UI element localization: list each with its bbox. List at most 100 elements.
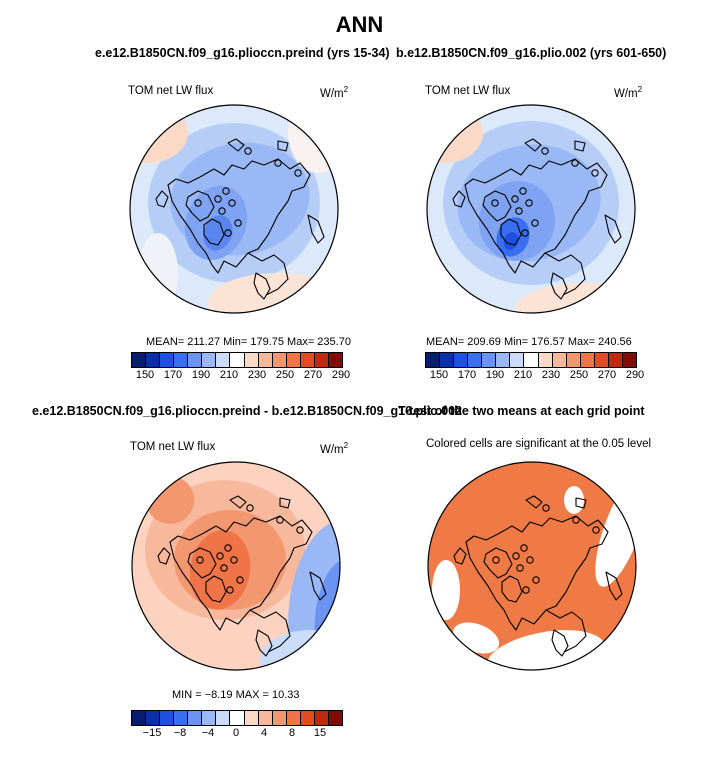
coastline — [605, 571, 623, 601]
coastline — [496, 158, 608, 202]
colorbar-swatch — [146, 353, 161, 367]
colorbar-swatch — [146, 711, 161, 725]
coastline-island — [511, 195, 519, 203]
colorbar-swatch — [314, 353, 329, 367]
coastline-island — [526, 556, 534, 564]
colorbar-swatch — [482, 353, 497, 367]
panel1-title: e.e12.B1850CN.f09_g16.plioccn.preind (yr… — [95, 46, 390, 60]
colorbar-tick-label: 150 — [135, 369, 155, 381]
colorbar-tick-label: −8 — [173, 727, 187, 739]
coastline — [249, 609, 291, 653]
coastline — [169, 533, 291, 631]
colorbar-swatch — [286, 353, 301, 367]
coastline — [247, 252, 289, 296]
colorbar-swatch — [454, 353, 469, 367]
coastline — [575, 497, 587, 509]
colorbar-swatch — [272, 711, 287, 725]
coastline-island — [216, 552, 224, 560]
colorbar-swatch — [552, 353, 567, 367]
colorbar-swatch — [174, 353, 189, 367]
colorbar-swatch — [160, 711, 175, 725]
coastline-island — [520, 544, 528, 552]
colorbar-swatch — [524, 353, 539, 367]
coastline-island — [521, 229, 529, 237]
colorbar-swatch — [216, 353, 231, 367]
coastline — [545, 609, 587, 653]
coastline-island — [519, 187, 527, 195]
panel1-field-label: TOM net LW flux — [128, 85, 214, 97]
coastline — [604, 214, 622, 244]
coastline-island — [226, 586, 234, 594]
coastline-island — [236, 576, 244, 584]
coastline-island — [220, 564, 228, 572]
colorbar-swatch — [440, 353, 455, 367]
colorbar-swatch — [300, 353, 315, 367]
panel1-colorbar — [131, 352, 343, 368]
colorbar-swatch — [202, 353, 217, 367]
panel2-map — [426, 104, 636, 314]
coastline-island — [244, 147, 252, 155]
coastline — [452, 190, 466, 208]
colorbar-swatch — [202, 711, 217, 725]
colorbar-tick-label: 250 — [569, 369, 589, 381]
coastline — [229, 495, 247, 509]
coastline — [465, 533, 587, 631]
field-region — [203, 215, 233, 251]
colorbar-swatch — [286, 711, 301, 725]
coastline-island — [294, 169, 302, 177]
panel3-units-exp: 2 — [343, 441, 349, 450]
panel1-stats: MEAN= 211.27 Min= 179.75 Max= 235.70 — [146, 336, 351, 348]
colorbar-swatch — [538, 353, 553, 367]
coastline — [550, 272, 568, 300]
coastline — [187, 547, 217, 579]
panel2-title: b.e12.B1850CN.f09_g16.plio.002 (yrs 601-… — [396, 46, 667, 60]
colorbar-tick-label: 150 — [429, 369, 449, 381]
coastline — [167, 176, 289, 274]
colorbar-swatch — [216, 711, 231, 725]
field-region — [515, 283, 635, 313]
map-border — [129, 104, 339, 314]
colorbar-swatch — [426, 353, 441, 367]
coastline-island — [571, 159, 579, 167]
coastline-island — [224, 229, 232, 237]
panel1-units: W/m2 — [320, 85, 348, 100]
coastline-island — [512, 552, 520, 560]
field-region — [288, 105, 338, 173]
coastline — [203, 218, 225, 246]
panel3-colorbar — [131, 710, 343, 726]
colorbar-swatch — [132, 711, 147, 725]
colorbar-swatch — [328, 711, 342, 725]
coastline — [201, 515, 313, 559]
colorbar-swatch — [188, 711, 203, 725]
panel4-title: T-test of the two means at each grid poi… — [398, 404, 645, 418]
coastline — [551, 629, 569, 657]
panel1-map — [129, 104, 339, 314]
coastline — [255, 629, 273, 657]
panel1-colorbar-ticks: 150 170 190 210 230 250 270 290 — [131, 369, 350, 383]
map-border — [131, 461, 341, 671]
panel2-field-label: TOM net LW flux — [425, 85, 511, 97]
coastline-island — [246, 504, 254, 512]
colorbar-swatch — [328, 353, 342, 367]
colorbar-tick-label: 290 — [331, 369, 351, 381]
coastline-island — [296, 526, 304, 534]
colorbar-swatch — [314, 711, 329, 725]
coastline-island — [222, 187, 230, 195]
colorbar-swatch — [244, 353, 259, 367]
panel2-units: W/m2 — [614, 85, 642, 100]
colorbar-swatch — [230, 353, 245, 367]
colorbar-swatch — [132, 353, 147, 367]
colorbar-swatch — [622, 353, 636, 367]
colorbar-swatch — [244, 711, 259, 725]
coastline — [524, 138, 542, 152]
colorbar-swatch — [566, 353, 581, 367]
coastline-island — [532, 576, 540, 584]
coastline — [253, 272, 271, 300]
coastline — [205, 575, 227, 603]
coastline — [500, 218, 522, 246]
panel3-colorbar-ticks: −15 −8 −4 0 4 8 15 — [131, 727, 341, 741]
panel1-units-text: W/m — [320, 87, 344, 100]
coastline — [185, 190, 215, 222]
colorbar-swatch — [594, 353, 609, 367]
colorbar-swatch — [160, 353, 175, 367]
